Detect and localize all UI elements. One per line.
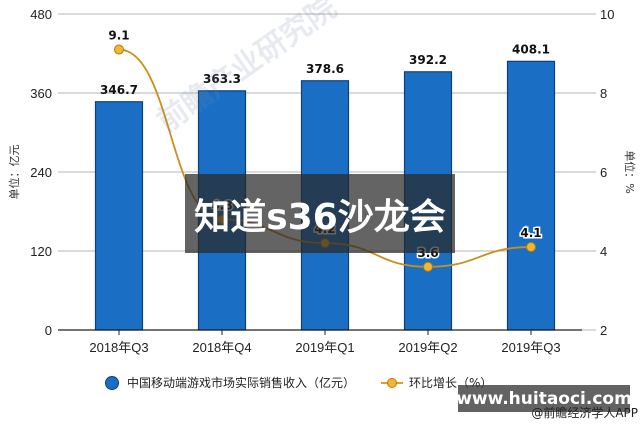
right-tick-label: 6	[600, 165, 607, 180]
right-tick-label: 10	[600, 7, 614, 22]
left-axis-ticks: 0 120 240 360 480	[30, 7, 52, 338]
line-point[interactable]	[423, 261, 433, 272]
bar-value-label: 363.3	[203, 72, 241, 86]
x-tick-label: 2018年Q3	[89, 340, 148, 355]
right-tick-label: 4	[600, 244, 607, 259]
bar-value-label: 408.1	[512, 42, 550, 56]
legend-line-marker-icon	[381, 377, 404, 389]
source-credit: @前瞻经济学人APP	[531, 406, 638, 420]
right-tick-label: 2	[600, 323, 607, 338]
bar-value-label: 392.2	[409, 53, 447, 67]
line-value-label: 9.1	[108, 29, 129, 43]
line-point[interactable]	[526, 242, 536, 253]
right-axis-ticks: 2 4 6 8 10	[582, 7, 614, 338]
left-tick-label: 360	[30, 86, 52, 101]
legend-item-bar[interactable]: 中国移动端游戏市场实际销售收入（亿元）	[105, 374, 355, 391]
legend-bar-label: 中国移动端游戏市场实际销售收入（亿元）	[127, 376, 356, 390]
left-tick-label: 120	[30, 244, 52, 259]
x-tick-label: 2019年Q2	[398, 340, 457, 355]
line-point[interactable]	[114, 44, 124, 55]
left-tick-label: 0	[45, 323, 52, 338]
right-axis-title: 单位：%	[623, 150, 637, 193]
line-value-label: 4.1	[520, 226, 541, 240]
x-tick-label: 2018年Q4	[192, 340, 251, 355]
left-axis-title: 单位：亿元	[7, 145, 21, 200]
legend-bar-marker-icon	[105, 375, 119, 390]
x-axis: 2018年Q3 2018年Q4 2019年Q1 2019年Q2 2019年Q3	[58, 329, 582, 355]
overlay-caption: 知道s36沙龙会	[185, 174, 455, 253]
bar-value-label: 378.6	[306, 62, 344, 76]
bar[interactable]	[506, 60, 556, 331]
right-tick-label: 8	[600, 86, 607, 101]
site-url-banner[interactable]: www.huitaoci.com	[456, 385, 632, 412]
x-tick-label: 2019年Q3	[501, 340, 560, 355]
bar[interactable]	[94, 101, 144, 331]
left-tick-label: 480	[30, 7, 52, 22]
bar-value-label: 346.7	[100, 83, 138, 97]
left-tick-label: 240	[30, 165, 52, 180]
x-tick-label: 2019年Q1	[295, 340, 354, 355]
